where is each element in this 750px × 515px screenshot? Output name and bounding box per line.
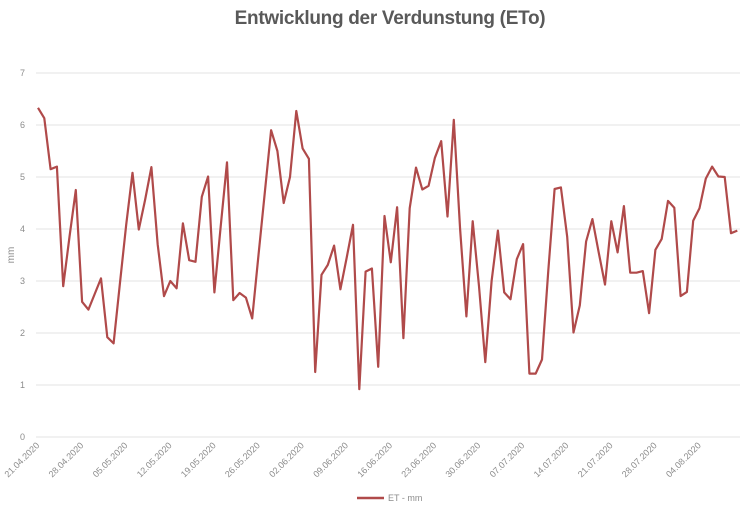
x-tick-label: 30.06.2020: [443, 440, 482, 479]
y-tick-label: 6: [20, 120, 25, 130]
x-tick-label: 23.06.2020: [399, 440, 438, 479]
x-tick-label: 28.07.2020: [620, 440, 659, 479]
x-tick-label: 26.05.2020: [223, 440, 262, 479]
series-et: [37, 107, 738, 391]
x-tick-label: 07.07.2020: [488, 440, 527, 479]
legend: ET - mm: [357, 493, 422, 503]
x-tick-label: 21.04.2020: [2, 440, 41, 479]
y-tick-label: 0: [20, 432, 25, 442]
series-line-et: [37, 107, 738, 391]
y-tick-label: 5: [20, 172, 25, 182]
gridlines: [36, 72, 740, 438]
x-tick-label: 05.05.2020: [91, 440, 130, 479]
x-tick-label: 02.06.2020: [267, 440, 306, 479]
legend-label-et: ET - mm: [388, 493, 422, 503]
x-tick-label: 14.07.2020: [532, 440, 571, 479]
y-tick-label: 1: [20, 380, 25, 390]
x-tick-label: 04.08.2020: [664, 440, 703, 479]
y-axis-ticks: 0 1 2 3 4 5 6 7: [20, 68, 25, 442]
y-tick-label: 4: [20, 224, 25, 234]
chart-title: Entwicklung der Verdunstung (ETo): [234, 8, 546, 29]
y-tick-label: 2: [20, 328, 25, 338]
x-tick-label: 19.05.2020: [179, 440, 218, 479]
x-tick-label: 16.06.2020: [355, 440, 394, 479]
x-tick-label: 09.06.2020: [311, 440, 350, 479]
y-axis-label: mm: [6, 247, 17, 264]
y-tick-label: 3: [20, 276, 25, 286]
x-tick-label: 28.04.2020: [47, 440, 86, 479]
x-tick-label: 12.05.2020: [135, 440, 174, 479]
x-axis-ticks: 21.04.2020 28.04.2020 05.05.2020 12.05.2020…: [2, 440, 702, 479]
x-tick-label: 21.07.2020: [576, 440, 615, 479]
y-tick-label: 7: [20, 68, 25, 78]
